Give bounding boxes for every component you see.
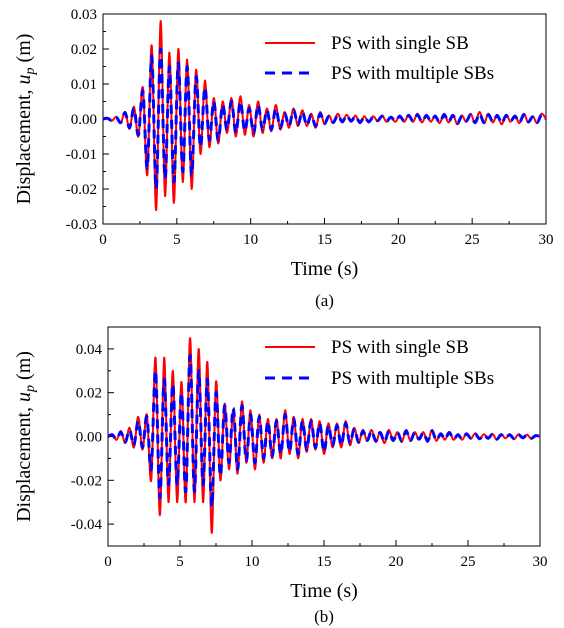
x-tick-label: 30 [539, 232, 554, 248]
x-axis-title: Time (s) [291, 258, 359, 280]
x-tick-label: 20 [391, 232, 406, 248]
legend: PS with single SB PS with multiple SBs [265, 33, 494, 84]
series-layer [107, 336, 541, 534]
y-tick-label: 0.02 [76, 386, 102, 402]
y-tick-label: 0.02 [71, 42, 97, 58]
y-axis-title-sub: p [23, 385, 38, 393]
y-axis-title-unit: (m) [13, 351, 35, 385]
y-axis-title-main: Displacement, [13, 402, 35, 522]
x-tick-label: 10 [245, 554, 260, 570]
x-tick-label: 25 [465, 232, 480, 248]
x-tick-label: 0 [99, 232, 107, 248]
legend: PS with single SB PS with multiple SBs [265, 337, 494, 389]
y-axis-title-var: u [13, 74, 35, 84]
legend-label-multiple-sbs: PS with multiple SBs [331, 63, 494, 84]
y-tick-label: 0.01 [71, 77, 97, 93]
x-tick-label: 5 [176, 554, 184, 570]
y-tick-label: 0.04 [76, 342, 103, 358]
plot-frame [107, 326, 541, 547]
y-ticks: -0.03 -0.02 -0.01 0.00 0.01 0.02 0.03 [66, 7, 109, 233]
panel-a: 0 5 10 15 20 25 30 -0.03 -0.02 -0.01 0.00 0.01 0.02… [13, 7, 554, 310]
y-tick-label: -0.02 [71, 473, 102, 489]
y-axis-title: Displacement, up (m) [13, 351, 38, 522]
y-tick-label: -0.03 [66, 217, 97, 233]
x-ticks: 0 5 10 15 20 25 30 [104, 540, 548, 570]
y-tick-label: -0.02 [66, 182, 97, 198]
x-tick-label: 30 [533, 554, 548, 570]
x-tick-label: 5 [173, 232, 181, 248]
y-axis-title-sub: p [23, 67, 38, 75]
y-axis-title-var: u [13, 392, 35, 402]
x-tick-label: 25 [461, 554, 476, 570]
x-tick-label: 20 [389, 554, 404, 570]
panel-b: 0 5 10 15 20 25 30 -0.04 -0.02 0.00 0.02 0.04 PS w… [13, 326, 548, 626]
series-line-multiple-sbs [102, 47, 548, 191]
plot-frame [102, 13, 547, 225]
y-tick-label: 0.03 [71, 7, 97, 23]
x-tick-label: 15 [317, 554, 332, 570]
y-tick-label: -0.04 [71, 517, 103, 533]
series-line-multiple-sbs [107, 353, 541, 509]
x-axis-title: Time (s) [290, 580, 358, 602]
y-tick-label: 0.00 [76, 430, 102, 446]
legend-label-single-sb: PS with single SB [331, 33, 469, 54]
series-layer [102, 19, 548, 212]
y-axis-title: Displacement, up (m) [13, 34, 38, 205]
y-tick-label: 0.00 [71, 112, 97, 128]
y-axis-title-main: Displacement, [13, 84, 35, 204]
legend-label-single-sb: PS with single SB [331, 337, 469, 358]
caption-b: (b) [314, 607, 334, 626]
x-ticks: 0 5 10 15 20 25 30 [99, 218, 554, 248]
y-ticks: -0.04 -0.02 0.00 0.02 0.04 [71, 342, 114, 533]
caption-a: (a) [315, 291, 334, 310]
x-tick-label: 0 [104, 554, 112, 570]
x-tick-label: 15 [317, 232, 332, 248]
legend-label-multiple-sbs: PS with multiple SBs [331, 368, 494, 389]
x-tick-label: 10 [243, 232, 258, 248]
y-axis-title-unit: (m) [13, 34, 35, 68]
y-tick-label: -0.01 [66, 147, 97, 163]
